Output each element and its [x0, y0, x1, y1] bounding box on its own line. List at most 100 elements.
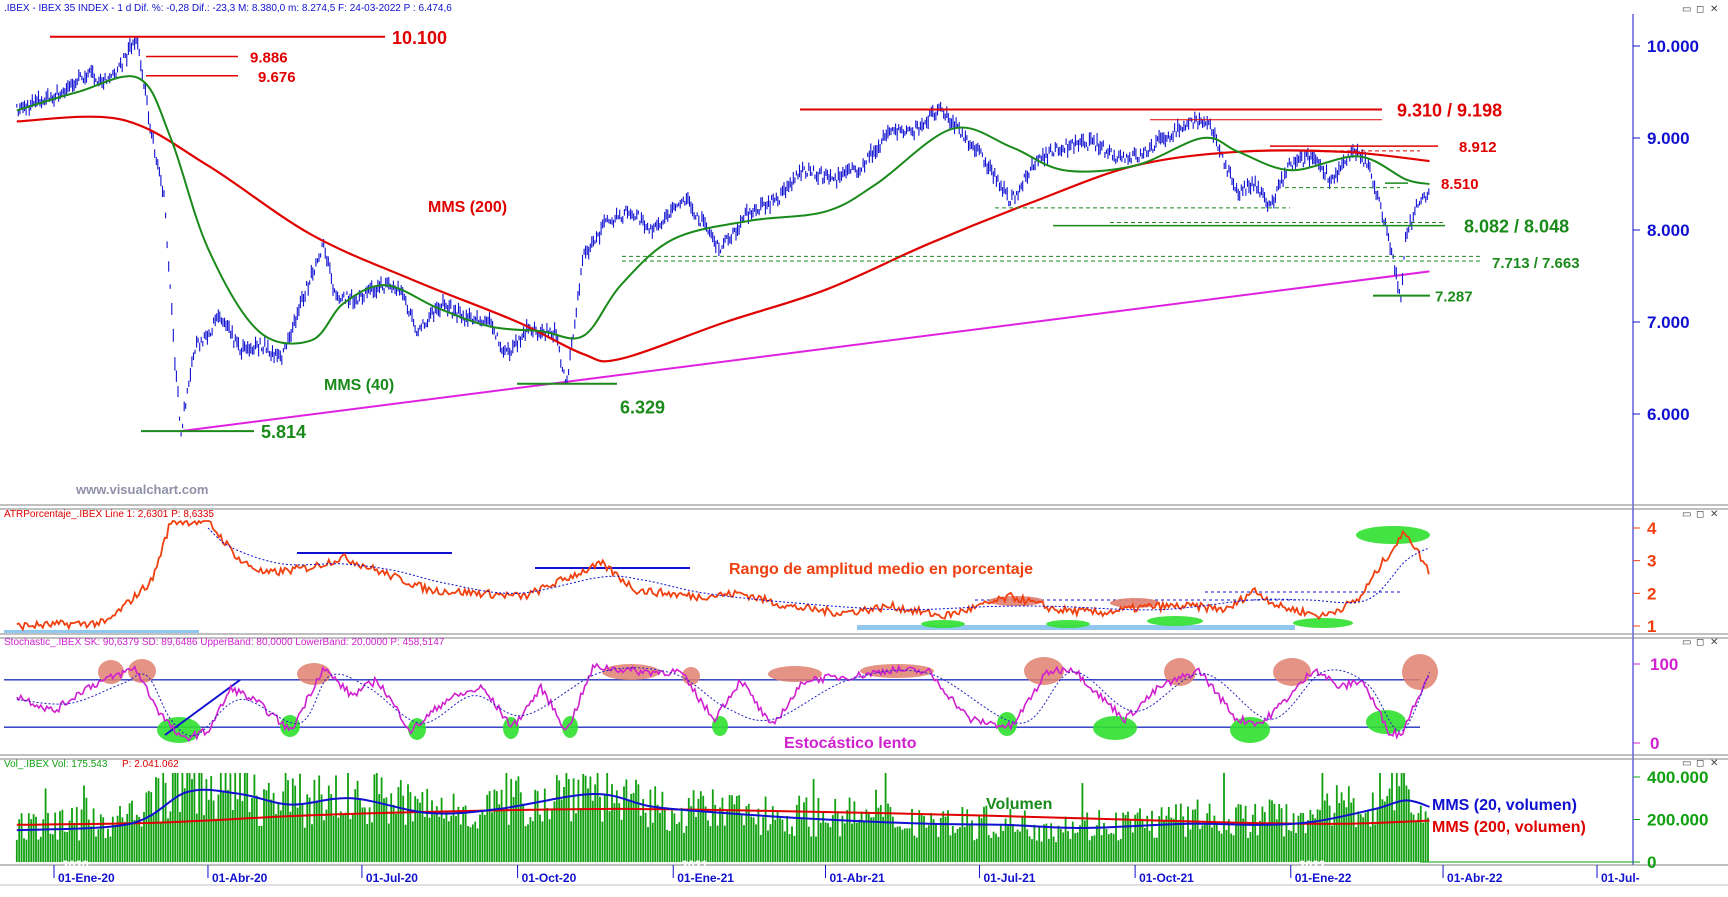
minimize-icon[interactable]: ▭	[1682, 509, 1691, 520]
volume-bar	[1254, 803, 1257, 862]
volume-bar	[1100, 835, 1103, 862]
minimize-icon[interactable]: ▭	[1682, 637, 1691, 648]
volume-bar	[416, 798, 419, 862]
volume-bar	[1086, 812, 1089, 862]
maximize-icon[interactable]: ◻	[1696, 758, 1704, 769]
volume-bar	[728, 795, 731, 862]
volume-bar	[282, 791, 285, 862]
volume-bar	[159, 822, 162, 862]
volume-bar	[131, 800, 133, 862]
volume-bar	[1230, 833, 1233, 862]
mms40-line	[16, 75, 1430, 345]
volume-bar	[102, 817, 105, 862]
volume-bar	[944, 816, 947, 862]
volume-bar	[817, 798, 820, 862]
volume-bar	[18, 819, 21, 862]
volume-bar	[992, 831, 995, 862]
stoch-title: Estocástico lento	[784, 735, 917, 752]
volume-bar	[1160, 807, 1163, 862]
volume-bar	[608, 811, 611, 862]
volume-bar	[294, 785, 297, 862]
volume-bar	[1376, 808, 1379, 862]
volume-bar	[1179, 803, 1182, 862]
volume-bar	[548, 819, 551, 862]
volume-bar	[368, 807, 371, 862]
volume-bar	[1182, 816, 1185, 862]
volume-bar	[287, 780, 289, 862]
volume-bar	[491, 812, 493, 862]
minimize-icon[interactable]: ▭	[1682, 4, 1691, 15]
volume-bars	[15, 773, 1429, 862]
volume-bar	[1362, 817, 1365, 862]
volume-bar	[901, 829, 904, 862]
level-9886-label: 9.886	[250, 49, 288, 66]
volume-bar	[755, 824, 757, 862]
volume-bar	[536, 791, 539, 862]
volume-bar	[733, 804, 736, 862]
volume-bar	[1227, 819, 1230, 862]
x-axis: 01-Ene-20 01-Abr-20 01-Jul-20 01-Oct-20 01-E…	[53, 865, 1640, 885]
price-window-controls[interactable]: ▭ ◻ ✕	[1682, 4, 1718, 15]
maximize-icon[interactable]: ◻	[1696, 4, 1704, 15]
volume-bar	[1083, 820, 1086, 862]
volume-bar	[49, 833, 52, 862]
volume-bar	[1403, 773, 1405, 862]
volume-bar	[1340, 792, 1343, 862]
volume-bar	[1338, 803, 1341, 862]
volume-bar	[687, 797, 690, 862]
volume-bar	[1074, 833, 1077, 862]
volume-bar	[1225, 829, 1228, 862]
maximize-icon[interactable]: ◻	[1696, 509, 1704, 520]
volume-window-controls[interactable]: ▭ ◻ ✕	[1682, 758, 1718, 769]
volume-bar	[332, 815, 335, 862]
atr-y-tick-label: 1	[1647, 617, 1656, 636]
volume-bar	[939, 817, 942, 862]
close-icon[interactable]: ✕	[1710, 509, 1718, 520]
volume-bar	[111, 816, 114, 862]
volume-bar	[1011, 824, 1014, 862]
volume-bar	[1069, 838, 1072, 862]
volume-bar	[786, 815, 789, 862]
volume-bar	[1415, 821, 1417, 862]
volume-bar	[812, 778, 815, 862]
x-axis-label: 01-Ene-22	[1295, 871, 1352, 885]
volume-bar	[1391, 773, 1393, 862]
close-icon[interactable]: ✕	[1710, 758, 1718, 769]
volume-bar	[1268, 799, 1271, 862]
close-icon[interactable]: ✕	[1710, 637, 1718, 648]
volume-bar	[251, 797, 253, 862]
volume-bar	[107, 828, 109, 862]
volume-bar	[495, 791, 498, 862]
volume-bar	[1407, 789, 1410, 862]
volume-bar	[320, 794, 323, 862]
volume-bar	[1323, 800, 1326, 862]
volume-bar	[531, 821, 534, 862]
volume-bar	[1266, 822, 1269, 862]
x-axis-label: 01-Oct-20	[522, 871, 577, 885]
close-icon[interactable]: ✕	[1710, 4, 1718, 15]
volume-bar	[1055, 842, 1057, 862]
volume-bar	[75, 807, 78, 862]
volume-bar	[690, 806, 693, 862]
volume-bar	[515, 780, 517, 862]
volume-bar	[918, 810, 921, 862]
volume-bar	[860, 811, 863, 862]
volume-bar	[1237, 804, 1240, 862]
volume-bar	[1427, 817, 1429, 862]
minimize-icon[interactable]: ▭	[1682, 758, 1691, 769]
atr-y-tick-label: 3	[1647, 552, 1656, 571]
volume-bar	[903, 828, 906, 862]
volume-bar	[145, 792, 148, 862]
volume-bar	[325, 809, 328, 862]
volume-bar	[42, 819, 45, 862]
volume-bar	[227, 789, 229, 862]
volume-bar	[1307, 820, 1309, 862]
atr-window-controls[interactable]: ▭ ◻ ✕	[1682, 509, 1718, 520]
volume-bar	[623, 786, 625, 862]
volume-bar	[1359, 814, 1362, 862]
volume-bar	[517, 776, 520, 862]
volume-bar	[71, 807, 73, 862]
volume-bar	[198, 773, 201, 862]
maximize-icon[interactable]: ◻	[1696, 637, 1704, 648]
stoch-window-controls[interactable]: ▭ ◻ ✕	[1682, 637, 1718, 648]
